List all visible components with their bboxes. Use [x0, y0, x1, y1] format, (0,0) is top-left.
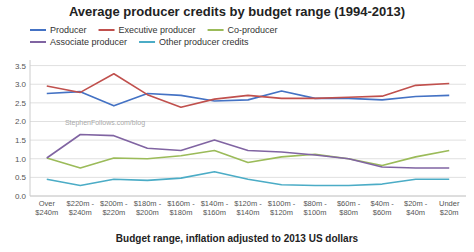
- chart: Average producer credits by budget range…: [0, 0, 474, 252]
- legend-label: Associate producer: [50, 37, 127, 47]
- grid-line: [30, 102, 466, 103]
- y-axis-line: [30, 60, 31, 196]
- legend-swatch: [208, 29, 224, 31]
- x-tick-label: Under$20m: [439, 199, 460, 217]
- x-tick-label: $220m -$240m: [67, 199, 95, 217]
- legend-item: Co-producer: [208, 25, 278, 35]
- y-tick-label: 3.5: [15, 62, 27, 71]
- y-axis: 0.0 0.5 1.0 1.5 2.0 2.5 3.0 3.5: [15, 62, 466, 201]
- x-tick-label: $160m -$180m: [167, 199, 195, 217]
- grid-line: [30, 140, 466, 141]
- x-tick-label: $60m -$80m: [337, 199, 361, 217]
- legend-swatch: [30, 41, 46, 43]
- x-tick-label: $40m -$60m: [370, 199, 394, 217]
- watermark: StephenFollows.com/blog: [65, 119, 145, 127]
- y-tick-label: 0.5: [15, 173, 27, 182]
- legend-item: Other producer credits: [139, 37, 249, 47]
- x-tick-label: $200m -$220m: [100, 199, 128, 217]
- x-tick-label: $20m -$40m: [404, 199, 428, 217]
- x-axis-line: [30, 196, 466, 197]
- legend-item: Producer: [30, 25, 87, 35]
- x-tick-label: $120m -$140m: [234, 199, 262, 217]
- legend-item: Associate producer: [30, 37, 127, 47]
- series-line: [47, 135, 449, 169]
- title: Average producer credits by budget range…: [69, 4, 405, 19]
- x-tick-label: $180m -$200m: [134, 199, 162, 217]
- y-tick-label: 1.5: [15, 136, 27, 145]
- series-line: [47, 172, 449, 186]
- y-tick-label: 0.0: [15, 192, 27, 201]
- series-line: [47, 151, 449, 169]
- grid-line: [30, 65, 466, 66]
- plot-area: [47, 74, 449, 186]
- legend-label: Producer: [50, 25, 87, 35]
- y-tick-label: 2.0: [15, 117, 27, 126]
- x-axis-label: Budget range, inflation adjusted to 2013…: [116, 233, 359, 244]
- legend-swatch: [30, 29, 46, 31]
- legend-label: Co-producer: [228, 25, 278, 35]
- x-tick-label: $100m -$120m: [268, 199, 296, 217]
- y-tick-label: 1.0: [15, 155, 27, 164]
- y-tick-label: 3.0: [15, 80, 27, 89]
- series-line: [47, 74, 449, 108]
- grid-line: [30, 196, 466, 197]
- x-axis: Over$240m $220m -$240m $200m -$220m $180m -…: [35, 199, 460, 217]
- grid-line: [30, 158, 466, 159]
- x-tick-label: Over$240m: [35, 199, 58, 217]
- legend-label: Executive producer: [119, 25, 196, 35]
- x-tick-label: $80m -$100m: [303, 199, 327, 217]
- legend-label: Other producer credits: [159, 37, 249, 47]
- y-tick-label: 2.5: [15, 99, 27, 108]
- x-tick-label: $140m -$160m: [201, 199, 229, 217]
- legend-swatch: [99, 29, 115, 31]
- legend: Producer Executive producer Co-producer Ass…: [30, 25, 278, 47]
- legend-swatch: [139, 41, 155, 43]
- legend-item: Executive producer: [99, 25, 196, 35]
- grid-line: [30, 177, 466, 178]
